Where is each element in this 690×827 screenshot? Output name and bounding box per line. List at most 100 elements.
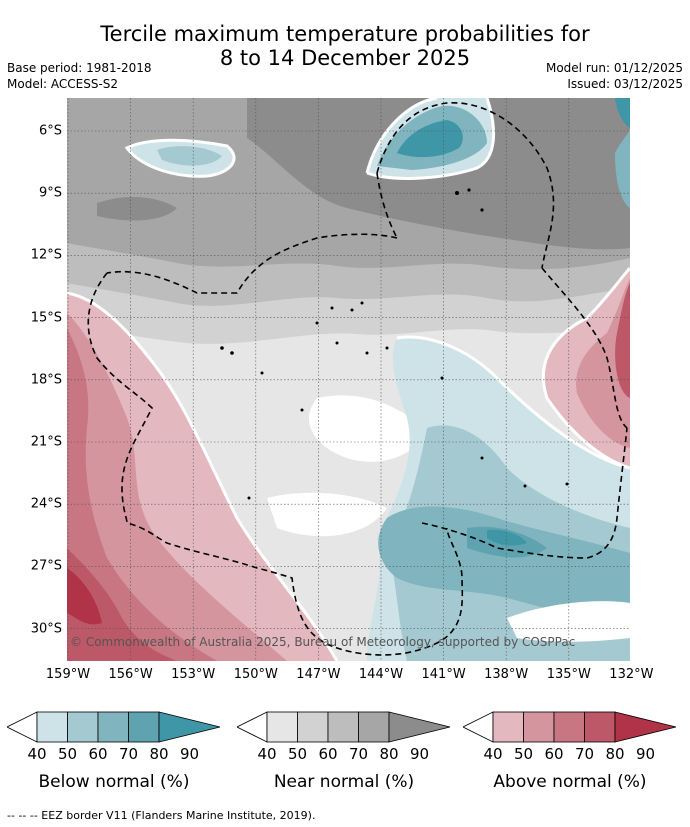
near-normal-low-southeast [507, 601, 630, 642]
colorbar-segment [584, 711, 616, 743]
colorbar-low-arrow [463, 711, 494, 743]
above-normal-80-west [67, 548, 177, 661]
map-title: Tercile maximum temperature probabilitie… [0, 22, 690, 70]
longitude-label: 153°W [171, 667, 216, 682]
latitude-label: 27°S [30, 558, 62, 574]
longitude-label: 150°W [233, 667, 278, 682]
island-tuamotu-7 [385, 346, 389, 350]
probability-map: © Commonwealth of Australia 2025, Bureau… [67, 98, 630, 661]
colorbar-low-arrow [7, 711, 38, 743]
near-normal-low-region [308, 395, 427, 462]
colorbar-tick-label: 90 [635, 745, 656, 763]
island-society [220, 346, 224, 350]
colorbar-segment [266, 711, 298, 743]
latitude-label: 21°S [30, 434, 62, 450]
colorbar-tick-label: 60 [318, 745, 338, 763]
island-marquesas-3 [480, 208, 484, 212]
island-rapa [247, 496, 251, 500]
latitude-label: 24°S [30, 496, 62, 512]
colorbar-tick-label: 40 [483, 745, 503, 763]
island-tuamotu-4 [315, 321, 319, 325]
credit-text: © Commonwealth of Australia 2025, Bureau… [70, 635, 575, 649]
colorbar-tick-label: 70 [348, 745, 369, 763]
meta-left: Base period: 1981-2018 Model: ACCESS-S2 [7, 60, 152, 92]
contour-line-north [365, 98, 496, 180]
colorbar-segment [327, 711, 359, 743]
below-normal-90-north [397, 120, 463, 158]
island-tuamotu-6 [365, 351, 369, 355]
colorbar-segment [67, 711, 99, 743]
colorbar-tick-label: 70 [118, 745, 139, 763]
eez-borders [87, 102, 628, 656]
colorbar-tick-label: 50 [57, 745, 78, 763]
island-marquesas-2 [467, 188, 471, 192]
eez-border-north [106, 102, 628, 429]
latitude-label: 6°S [38, 123, 62, 139]
colorbar [7, 711, 221, 743]
island-pitcairn [480, 456, 484, 460]
latitude-label: 18°S [30, 372, 62, 388]
colorbar-tick-label: 50 [287, 745, 308, 763]
model-name: Model: ACCESS-S2 [7, 77, 119, 91]
longitude-label: 159°W [45, 667, 91, 682]
model-run: Model run: 01/12/2025 [545, 61, 683, 75]
colorbar [463, 711, 677, 743]
longitude-label: 132°W [609, 667, 654, 682]
island-henderson [523, 484, 527, 488]
latitude-label: 9°S [38, 185, 62, 201]
base-period: Base period: 1981-2018 [7, 61, 152, 75]
below-normal-60-northwest [157, 146, 222, 166]
colorbar-low-arrow [237, 711, 268, 743]
below-normal-90-east [487, 529, 527, 546]
colorbar-tick-label: 40 [27, 745, 47, 763]
island-ducie [565, 482, 569, 486]
below-normal-70-northeast [615, 128, 630, 208]
colorbar-segment [523, 711, 555, 743]
colorbar-segment [128, 711, 160, 743]
colorbar-title: Below normal (%) [38, 772, 190, 792]
contour-line-east [396, 335, 630, 470]
colorbar-title: Above normal (%) [493, 772, 647, 792]
longitude-label: 156°W [108, 667, 153, 682]
island-tuamotu-2 [350, 308, 354, 312]
island-tuamotu-3 [360, 301, 364, 305]
contour-line-east-2 [541, 267, 630, 470]
below-normal-90-northeast [615, 98, 630, 128]
colorbar-segment [358, 711, 390, 743]
latitude-label: 30°S [30, 621, 62, 637]
longitude-label: 147°W [296, 667, 341, 682]
above-normal-60-east [576, 278, 630, 448]
longitude-label: 141°W [421, 667, 466, 682]
colorbar-segment [97, 711, 129, 743]
below-normal-70-east [378, 506, 630, 619]
colorbar-tick-label: 90 [409, 745, 430, 763]
title-line-2: 8 to 14 December 2025 [219, 46, 471, 70]
island-austral [260, 371, 264, 375]
longitude-label: 144°W [358, 667, 404, 682]
above-normal-90-west [67, 568, 102, 625]
colorbar-tick-label: 40 [257, 745, 277, 763]
near-normal-low-region-2 [267, 492, 387, 537]
colorbar-segment [36, 711, 68, 743]
colorbar-tick-label: 50 [513, 745, 534, 763]
colorbar-tick-label: 80 [605, 745, 625, 763]
latitude-label: 15°S [30, 310, 62, 326]
colorbar-tick-label: 60 [544, 745, 564, 763]
contour-line-northwest [124, 138, 236, 178]
colorbar-tick-label: 80 [149, 745, 169, 763]
colorbar-tick-label: 70 [574, 745, 595, 763]
island-society-2 [230, 351, 234, 355]
latitude-label: 12°S [30, 247, 62, 263]
islands [220, 188, 569, 500]
colorbar-high-arrow [388, 711, 451, 743]
longitude-label: 138°W [484, 667, 529, 682]
contour-line-west [67, 291, 339, 661]
colorbar-high-arrow [158, 711, 221, 743]
colorbar [237, 711, 451, 743]
colorbar-segment [297, 711, 329, 743]
meta-right: Model run: 01/12/2025 Issued: 03/12/2025 [546, 60, 683, 92]
island-tuamotu-5 [335, 341, 339, 345]
island-austral-2 [300, 408, 304, 412]
colorbar-tick-label: 60 [88, 745, 108, 763]
issued-date: Issued: 03/12/2025 [567, 77, 683, 91]
